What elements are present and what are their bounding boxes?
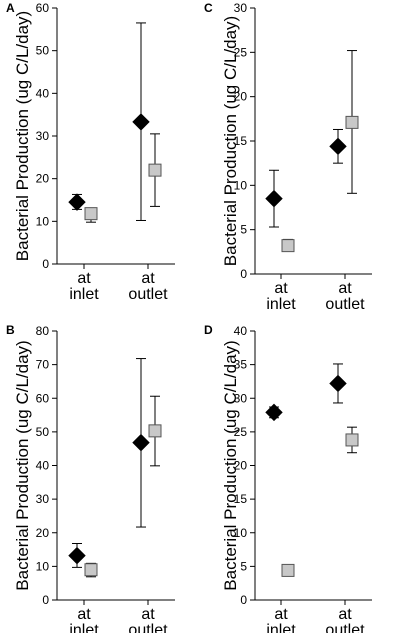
panel-c-label: C xyxy=(204,1,213,15)
panel-c-y-tick-label: 0 xyxy=(240,267,247,281)
panel-d-y-tick-label: 5 xyxy=(240,559,247,573)
panel-d-label: D xyxy=(204,323,213,337)
panel-c-y-axis-title: Bacterial Production (ug C/L/day) xyxy=(221,16,240,266)
panel-b-y-tick-label: 50 xyxy=(36,425,50,439)
panel-c-diamond-marker xyxy=(265,189,283,208)
panel-b-square-marker xyxy=(84,563,98,577)
panel-d-y-tick-label: 0 xyxy=(240,593,247,607)
panel-d-y-tick-label: 30 xyxy=(234,391,248,405)
panel-b-y-tick-label: 10 xyxy=(36,559,50,573)
panel-c-y-tick-label: 10 xyxy=(234,178,248,192)
panel-b-y-tick-label: 0 xyxy=(42,593,49,607)
panel-a-y-tick-label: 30 xyxy=(36,129,50,143)
panel-a-y-axis-title: Bacterial Production (ug C/L/day) xyxy=(13,11,32,261)
panel-d-diamond-marker xyxy=(329,374,347,393)
panel-c-y-tick-label: 20 xyxy=(234,90,248,104)
panel-a-diamond-marker xyxy=(68,193,86,211)
panel-d-category-label: at inlet xyxy=(266,606,296,633)
panel-a-y-tick-label: 20 xyxy=(36,172,50,186)
panel-d-diamond-marker xyxy=(265,403,283,422)
panel-b-y-tick-label: 60 xyxy=(36,391,50,405)
panel-d-y-tick-label: 10 xyxy=(234,526,248,540)
panel-b-y-tick-label: 20 xyxy=(36,526,50,540)
panel-b-y-axis-title: Bacterial Production (ug C/L/day) xyxy=(13,340,32,590)
panel-d-y-tick-label: 25 xyxy=(234,425,248,439)
panel-c-y-tick-label: 5 xyxy=(240,223,247,237)
panel-d-y-tick-label: 15 xyxy=(234,492,248,506)
panel-d-y-tick-label: 20 xyxy=(234,459,248,473)
panel-c-y-tick-label: 25 xyxy=(234,45,248,59)
panel-b-y-tick-label: 40 xyxy=(36,459,50,473)
panel-a-square-marker xyxy=(148,163,162,177)
panel-a-y-tick-label: 40 xyxy=(36,86,50,100)
panel-c-category-label: at outlet xyxy=(325,280,365,313)
panel-c-diamond-marker xyxy=(329,137,347,156)
panel-c-category-label: at inlet xyxy=(266,280,296,313)
panel-b-diamond-marker xyxy=(132,433,150,452)
panel-d-square-marker xyxy=(345,433,359,447)
panel-a-diamond-marker xyxy=(132,113,150,131)
panel-a-y-tick-label: 60 xyxy=(36,1,50,15)
panel-c-square-marker xyxy=(281,239,295,253)
panel-b-category-label: at outlet xyxy=(128,606,168,633)
panel-b-diamond-marker xyxy=(68,546,86,565)
panel-b-square-marker xyxy=(148,424,162,438)
panel-c-y-tick-label: 15 xyxy=(234,134,248,148)
panel-d-category-label: at outlet xyxy=(325,606,365,633)
panel-c-y-tick-label: 30 xyxy=(234,1,248,15)
panel-a-y-tick-label: 50 xyxy=(36,44,50,58)
panel-d-square-marker xyxy=(281,563,295,577)
panel-b-category-label: at inlet xyxy=(69,606,99,633)
panel-a-square-marker xyxy=(84,207,98,221)
panel-a-category-label: at inlet xyxy=(69,270,99,303)
panel-a-y-tick-label: 10 xyxy=(36,214,50,228)
panel-d-y-tick-label: 40 xyxy=(234,324,248,338)
panel-a-category-label: at outlet xyxy=(128,270,168,303)
panel-d-y-axis-title: Bacterial Production (ug C/L/day) xyxy=(221,340,240,590)
panel-d-y-tick-label: 35 xyxy=(234,358,248,372)
panel-a-label: A xyxy=(6,1,15,15)
panel-b-y-tick-label: 80 xyxy=(36,324,50,338)
panel-b-y-tick-label: 30 xyxy=(36,492,50,506)
panel-b-y-tick-label: 70 xyxy=(36,358,50,372)
panel-a-y-tick-label: 0 xyxy=(42,257,49,271)
panel-c-square-marker xyxy=(345,115,359,129)
panel-b-label: B xyxy=(6,323,15,337)
